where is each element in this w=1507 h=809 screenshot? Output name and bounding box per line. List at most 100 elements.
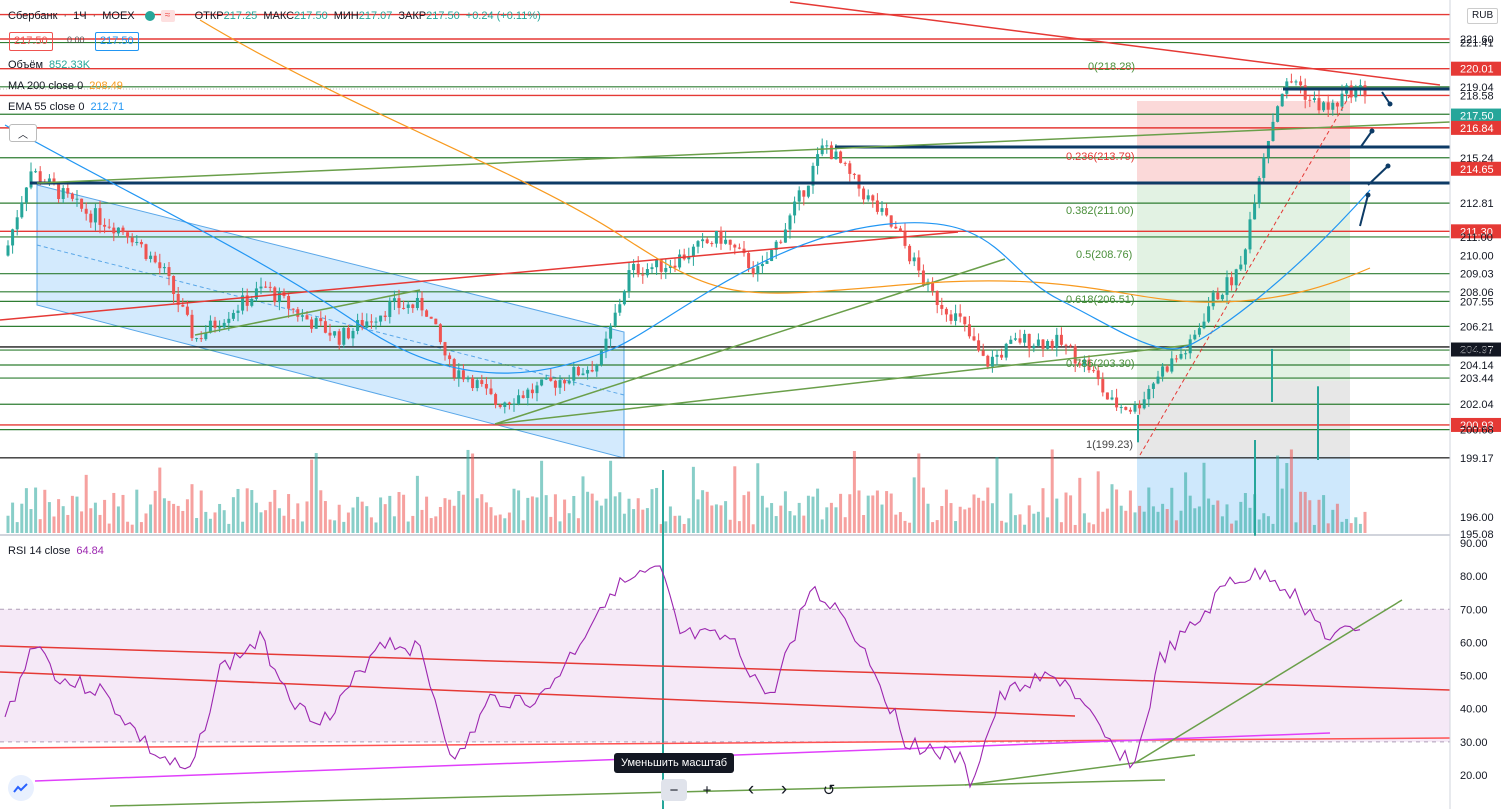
collapse-legend-button[interactable]: ︿ <box>9 124 37 142</box>
candle-body <box>314 318 318 329</box>
ema55-legend[interactable]: EMA 55 close 0 212.71 <box>8 99 124 115</box>
candle-body <box>461 370 465 380</box>
candle-body <box>98 208 102 225</box>
volume-bar <box>1156 511 1160 533</box>
symbol-interval[interactable]: 1Ч <box>73 10 87 22</box>
volume-bar <box>935 520 939 533</box>
rsi-pane <box>0 565 1451 807</box>
candle-body <box>705 239 709 244</box>
candle-body <box>714 230 718 244</box>
candle-body <box>305 315 309 320</box>
candle-body <box>834 151 838 160</box>
price-level-label: 208.06 <box>1460 287 1494 299</box>
candle-body <box>908 245 912 262</box>
volume-bar <box>885 491 889 533</box>
candle-body <box>563 380 567 384</box>
channel-midline <box>36 244 625 396</box>
volume-bar <box>567 513 571 533</box>
candle-body <box>291 308 295 310</box>
candle-body <box>1358 85 1362 88</box>
candle-body <box>264 286 268 288</box>
candle-body <box>218 327 222 329</box>
volume-bar <box>820 519 824 533</box>
symbol-header[interactable]: Сбербанк · 1Ч · MOEX ≈ ОТКР 217.25 МАКС 21… <box>8 10 541 22</box>
candle-body <box>185 306 189 315</box>
price-level-label: 218.58 <box>1460 90 1494 102</box>
volume-bar <box>1294 522 1298 533</box>
candle-body <box>406 304 410 308</box>
rsi-trend-line <box>964 754 1196 786</box>
volume-bar <box>144 513 148 533</box>
candle-body <box>135 241 139 243</box>
arrow-icon <box>1365 192 1371 198</box>
price-level-label: 200.68 <box>1460 425 1494 437</box>
candle-body <box>116 227 120 234</box>
candle-body <box>1018 338 1022 343</box>
rsi-legend[interactable]: RSI 14 close 64.84 <box>8 543 104 559</box>
volume-bar <box>158 467 162 533</box>
volume-bar <box>1073 524 1077 533</box>
volume-legend[interactable]: Объём 852.33K <box>8 57 90 73</box>
volume-bar <box>1239 501 1243 533</box>
sell-price-button[interactable]: 217.50 <box>9 32 53 51</box>
candle-body <box>1253 203 1257 220</box>
symbol-name[interactable]: Сбербанк <box>8 10 58 22</box>
candle-body <box>797 190 801 202</box>
zoom-out-button[interactable]: − <box>661 779 687 801</box>
volume-bar <box>34 487 38 533</box>
candle-body <box>38 171 42 183</box>
candle-body <box>34 171 38 173</box>
candle-body <box>1239 264 1243 270</box>
volume-bar <box>954 521 958 533</box>
volume-bar <box>1128 490 1132 533</box>
candle-body <box>963 316 967 325</box>
candle-body <box>172 276 176 295</box>
fib-level-label: 0(218.28) <box>1088 61 1135 73</box>
volume-bar <box>995 457 999 533</box>
volume-bar <box>1216 500 1220 533</box>
candle-body <box>590 369 594 372</box>
volume-bar <box>259 512 263 533</box>
candle-body <box>839 151 843 163</box>
price-level-label: 207.55 <box>1460 296 1494 308</box>
volume-bar <box>512 488 516 533</box>
price-level-label: 214.65 <box>1460 164 1494 176</box>
ohlc-low: 217.07 <box>358 10 393 22</box>
candle-body <box>1248 219 1252 250</box>
scroll-left-button[interactable]: ‹ <box>747 779 755 800</box>
ohlc-high-label: МАКС <box>263 10 295 22</box>
currency-badge[interactable]: RUB <box>1467 8 1499 24</box>
volume-bar <box>448 499 452 533</box>
volume-bar <box>296 503 300 533</box>
tradingview-logo-icon[interactable] <box>8 775 34 801</box>
volume-bar <box>1069 495 1073 533</box>
volume-bar <box>337 504 341 533</box>
ma200-legend[interactable]: MA 200 close 0 208.49 <box>8 78 123 94</box>
candle-body <box>627 270 631 292</box>
volume-bar <box>1124 510 1128 533</box>
volume-bar <box>218 503 222 533</box>
candle-body <box>829 145 833 160</box>
volume-bar <box>724 501 728 533</box>
candle-body <box>1230 277 1234 286</box>
chevron-up-icon: ︿ <box>18 129 28 141</box>
volume-bar <box>949 503 953 533</box>
volume-bar <box>153 490 157 533</box>
candle-body <box>756 266 760 274</box>
reset-chart-button[interactable]: ↺ <box>822 782 836 799</box>
scroll-right-button[interactable]: › <box>780 779 788 800</box>
zoom-in-button[interactable]: + <box>702 781 712 799</box>
candle-body <box>724 239 728 244</box>
candle-body <box>1004 343 1008 358</box>
volume-bar <box>609 460 613 533</box>
volume-bar <box>11 502 15 533</box>
volume-bar <box>1184 472 1188 533</box>
candle-body <box>903 231 907 246</box>
candle-body <box>66 188 70 194</box>
buy-price-button[interactable]: 217.50 <box>95 32 139 51</box>
volume-bars <box>6 449 1367 533</box>
compare-icon[interactable]: ≈ <box>160 10 175 22</box>
volume-bar <box>466 449 470 533</box>
volume-bar <box>972 494 976 533</box>
